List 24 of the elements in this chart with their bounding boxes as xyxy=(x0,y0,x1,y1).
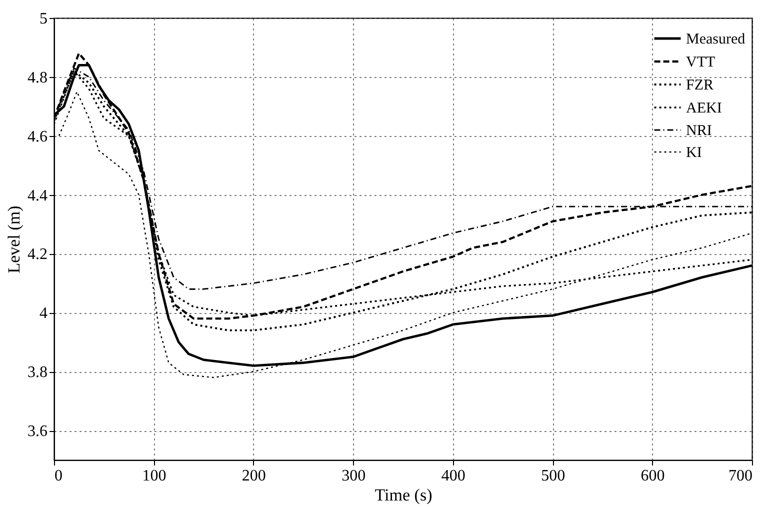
y-tick-label: 4.4 xyxy=(28,187,48,204)
x-tick-label: 600 xyxy=(640,468,665,484)
legend-label: KI xyxy=(686,145,702,161)
x-tick-label: 0 xyxy=(54,468,62,484)
x-axis-title: Time (s) xyxy=(374,486,432,504)
y-tick-label: 4.2 xyxy=(28,246,48,264)
x-tick-label: 500 xyxy=(541,468,566,484)
legend-label: Measured xyxy=(686,32,746,48)
y-tick-label: 3.6 xyxy=(28,423,48,440)
y-tick-label: 4.6 xyxy=(28,128,48,146)
x-tick-label: 700 xyxy=(728,468,752,484)
x-tick-label: 100 xyxy=(142,468,166,484)
legend-label: NRI xyxy=(686,123,712,139)
y-tick-label: 3.8 xyxy=(28,364,48,382)
x-tick-label: 300 xyxy=(342,468,366,484)
y-tick-label: 5 xyxy=(40,10,48,28)
x-tick-label: 400 xyxy=(441,468,466,484)
y-tick-label: 4 xyxy=(40,305,48,322)
legend-label: AEKI xyxy=(686,100,722,116)
legend-label: VTT xyxy=(686,54,716,70)
legend-label: FZR xyxy=(686,78,714,94)
y-tick-label: 4.8 xyxy=(28,69,48,86)
x-tick-label: 200 xyxy=(242,468,266,484)
y-axis-title: Level (m) xyxy=(4,206,24,274)
